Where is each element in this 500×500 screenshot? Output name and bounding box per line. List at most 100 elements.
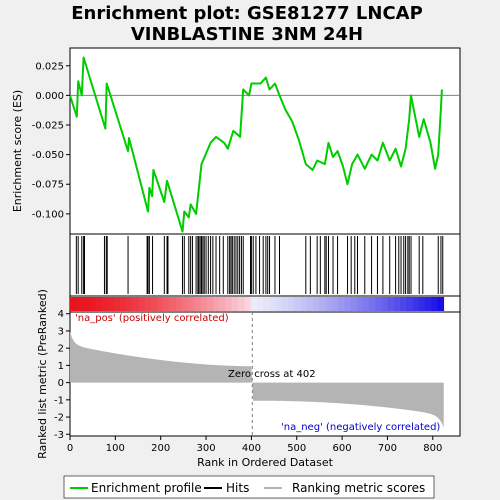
x-tick-label-0: 0 [67,443,73,454]
heat-segment-46 [356,297,364,311]
heat-segment-20 [194,297,202,311]
heat-segment-7 [113,297,121,311]
metric-tick-label-6: -2 [54,413,64,424]
x-tick-label-1: 100 [106,443,125,454]
heat-segment-34 [281,297,289,311]
heat-segment-47 [362,297,370,311]
es-tick-label-3: -0.050 [32,150,64,161]
heat-segment-33 [275,297,283,311]
x-tick-label-5: 500 [287,443,306,454]
es-axis-label: Enrichment score (ES) [11,90,24,212]
heat-segment-48 [368,297,376,311]
heat-segment-31 [263,297,270,311]
heat-segment-19 [188,297,195,311]
heat-segment-37 [300,297,308,311]
heat-segment-40 [319,297,326,311]
heat-segment-13 [150,297,158,311]
heat-segment-39 [312,297,320,311]
hits-panel [69,233,461,297]
metric-tick-label-7: -3 [54,430,64,441]
heat-segment-18 [182,297,189,311]
heat-segment-45 [350,297,357,311]
metric-tick-label-4: 0 [58,378,64,389]
heat-segment-27 [238,297,245,311]
heat-segment-21 [200,297,208,311]
heat-segment-16 [169,297,177,311]
x-axis-label: Rank in Ordered Dataset [197,456,334,469]
es-curve [69,56,443,233]
x-tick-label-8: 800 [423,443,442,454]
legend-metric-label: Ranking metric scores [292,481,425,495]
metric-tick-label-3: 1 [58,361,64,372]
heat-segment-14 [157,297,164,311]
heat-segment-59 [437,297,445,311]
chart-title-line1: Enrichment plot: GSE81277 LNCAP [71,3,423,24]
heat-segment-58 [431,297,438,311]
metric-tick-label-0: 4 [58,309,64,320]
es-tick-label-1: 0.000 [35,91,64,102]
heat-segment-2 [82,297,90,311]
heat-segment-55 [412,297,420,311]
heat-segment-30 [256,297,264,311]
x-tick-label-2: 200 [151,443,170,454]
metric-axis-label: Ranked list metric (PreRanked) [36,289,49,459]
heat-segment-24 [219,297,227,311]
heat-segment-4 [94,297,102,311]
x-tick-label-4: 400 [242,443,261,454]
x-tick-label-7: 700 [378,443,397,454]
es-tick-label-5: -0.100 [32,209,64,220]
heat-segment-5 [101,297,108,311]
heat-segment-26 [231,297,239,311]
es-layer [69,56,460,233]
heat-segment-25 [225,297,233,311]
heat-segment-12 [144,297,152,311]
heat-layer [70,297,445,311]
heat-segment-44 [344,297,351,311]
heat-segment-56 [418,297,426,311]
heat-segment-51 [387,297,395,311]
heat-segment-52 [393,297,401,311]
metric-tick-label-5: -1 [54,395,64,406]
metric-layer [70,312,444,436]
pos-correlated-label: 'na_pos' (positively correlated) [75,313,229,324]
legend-hits-label: Hits [226,481,249,495]
heat-segment-22 [207,297,214,311]
x-tick-label-3: 300 [196,443,215,454]
metric-tick-label-1: 3 [58,326,64,337]
chart-title-line2: VINBLASTINE 3NM 24H [131,24,363,45]
heat-segment-41 [325,297,332,311]
heat-segment-43 [337,297,345,311]
heat-segment-42 [331,297,339,311]
es-tick-label-2: -0.025 [32,121,64,132]
heat-segment-0 [70,297,77,311]
heat-segment-6 [107,297,114,311]
axes-layer: 0 100 200 300 400 500 600 700 800 0.025 0.000 -0.02… [32,61,443,454]
heat-segment-54 [406,297,413,311]
heat-segment-17 [175,297,183,311]
heat-segment-57 [424,297,432,311]
heat-segment-23 [213,297,220,311]
neg-correlated-label: 'na_neg' (negatively correlated) [281,422,440,433]
heat-segment-49 [375,297,382,311]
legend: Enrichment profile Hits Ranking metric s… [63,475,435,499]
heat-segment-38 [306,297,314,311]
heat-segment-29 [250,297,258,311]
metric-tick-label-2: 2 [58,344,64,355]
heat-segment-53 [400,297,407,311]
ranking-metric-area [70,331,444,428]
heat-segment-3 [88,297,96,311]
heat-segment-10 [132,297,139,311]
heat-segment-32 [269,297,276,311]
heat-segment-15 [163,297,171,311]
heat-segment-8 [119,297,127,311]
zero-cross-label: Zero cross at 402 [228,369,316,380]
es-tick-label-0: 0.025 [35,61,64,72]
legend-es-label: Enrichment profile [91,481,202,495]
es-tick-label-4: -0.075 [32,180,64,191]
heat-segment-9 [126,297,133,311]
heat-segment-11 [138,297,146,311]
legend-box [63,475,435,499]
x-tick-label-6: 600 [333,443,352,454]
